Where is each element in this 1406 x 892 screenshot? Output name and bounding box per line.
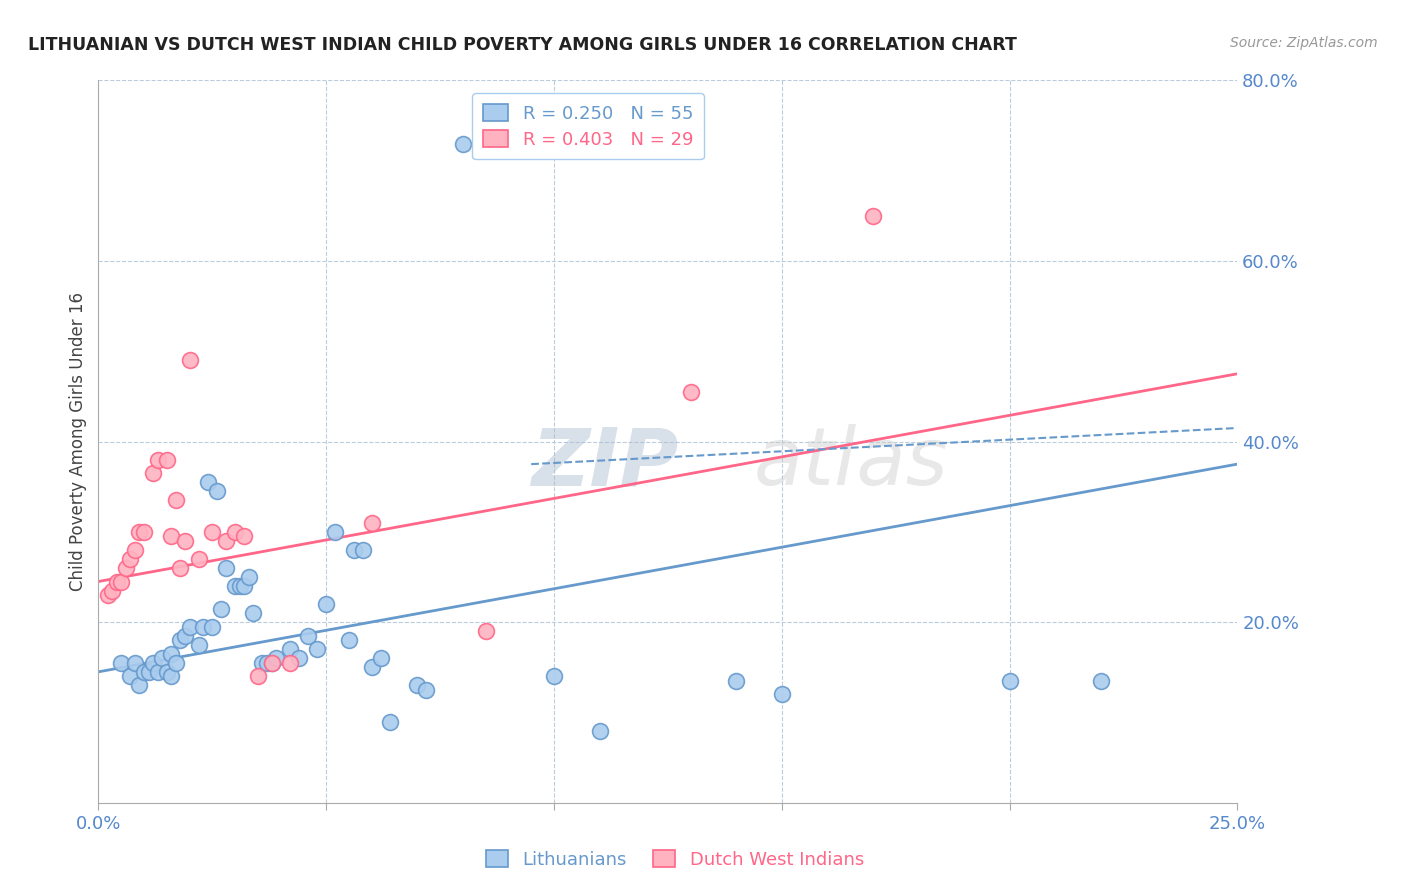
Point: [360, 516, 382, 530]
Point: [337, 633, 360, 648]
Point: [474, 132, 496, 146]
Point: [415, 682, 437, 697]
Point: [146, 665, 169, 679]
Point: [256, 656, 278, 670]
Point: [246, 669, 269, 683]
Point: [201, 524, 224, 539]
Point: [252, 656, 274, 670]
Point: [165, 493, 187, 508]
Point: [114, 561, 136, 575]
Point: [124, 656, 146, 670]
Point: [169, 633, 191, 648]
Point: [370, 651, 392, 665]
Point: [124, 542, 146, 557]
Point: [187, 552, 209, 566]
Point: [146, 452, 169, 467]
Point: [588, 723, 610, 738]
Point: [179, 353, 201, 368]
Point: [187, 638, 209, 652]
Point: [725, 673, 748, 688]
Point: [169, 561, 191, 575]
Point: [120, 552, 142, 566]
Point: [201, 620, 224, 634]
Point: [160, 669, 183, 683]
Text: LITHUANIAN VS DUTCH WEST INDIAN CHILD POVERTY AMONG GIRLS UNDER 16 CORRELATION C: LITHUANIAN VS DUTCH WEST INDIAN CHILD PO…: [28, 36, 1017, 54]
Point: [174, 629, 197, 643]
Point: [297, 629, 319, 643]
Point: [160, 529, 183, 543]
Point: [105, 574, 128, 589]
Legend: R = 0.250   N = 55, R = 0.403   N = 29: R = 0.250 N = 55, R = 0.403 N = 29: [472, 93, 704, 160]
Point: [233, 579, 256, 593]
Text: Source: ZipAtlas.com: Source: ZipAtlas.com: [1230, 36, 1378, 50]
Point: [101, 583, 124, 598]
Point: [260, 656, 283, 670]
Point: [679, 384, 702, 399]
Point: [307, 642, 329, 657]
Text: atlas: atlas: [754, 425, 948, 502]
Point: [1090, 673, 1112, 688]
Point: [174, 533, 197, 548]
Point: [110, 574, 132, 589]
Point: [197, 475, 219, 490]
Point: [138, 665, 160, 679]
Point: [998, 673, 1021, 688]
Point: [264, 651, 287, 665]
Point: [156, 665, 179, 679]
Point: [215, 561, 238, 575]
Point: [193, 620, 215, 634]
Point: [862, 209, 884, 223]
Point: [228, 579, 250, 593]
Point: [224, 524, 246, 539]
Point: [110, 656, 132, 670]
Point: [128, 524, 150, 539]
Point: [96, 588, 118, 602]
Point: [142, 466, 165, 480]
Point: [238, 570, 260, 584]
Point: [128, 678, 150, 692]
Point: [315, 597, 337, 611]
Point: [479, 132, 502, 146]
Point: [179, 620, 201, 634]
Point: [378, 714, 401, 729]
Point: [132, 524, 155, 539]
Point: [474, 624, 496, 639]
Legend: Lithuanians, Dutch West Indians: Lithuanians, Dutch West Indians: [481, 845, 869, 874]
Point: [352, 542, 374, 557]
Point: [233, 529, 256, 543]
Point: [205, 484, 228, 499]
Text: ZIP: ZIP: [531, 425, 679, 502]
Point: [156, 452, 179, 467]
Point: [451, 136, 474, 151]
Point: [543, 669, 565, 683]
Point: [288, 651, 311, 665]
Point: [278, 642, 301, 657]
Point: [406, 678, 429, 692]
Point: [132, 665, 155, 679]
Y-axis label: Child Poverty Among Girls Under 16: Child Poverty Among Girls Under 16: [69, 292, 87, 591]
Point: [360, 660, 382, 674]
Point: [278, 656, 301, 670]
Point: [120, 669, 142, 683]
Point: [224, 579, 246, 593]
Point: [242, 606, 264, 620]
Point: [342, 542, 364, 557]
Point: [150, 651, 173, 665]
Point: [209, 601, 232, 615]
Point: [260, 656, 283, 670]
Point: [770, 687, 793, 701]
Point: [165, 656, 187, 670]
Point: [142, 656, 165, 670]
Point: [160, 647, 183, 661]
Point: [215, 533, 238, 548]
Point: [323, 524, 346, 539]
